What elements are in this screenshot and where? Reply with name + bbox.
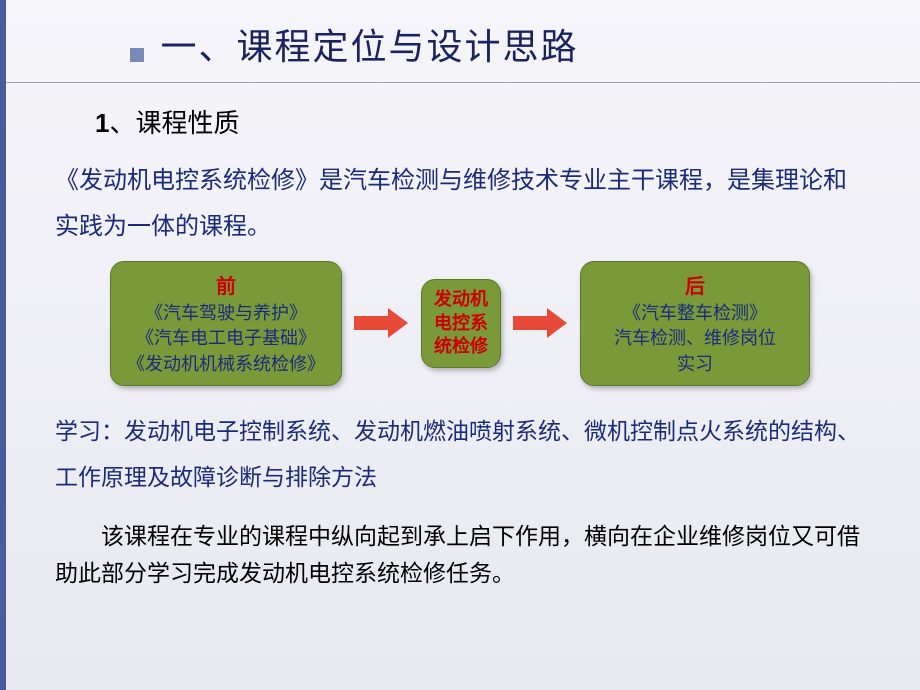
box-after-line3: 实习 [597,352,793,377]
main-title: 一、课程定位与设计思路 [160,26,578,67]
sub-heading-text: 、课程性质 [109,108,239,138]
title-bullet-icon [130,48,144,62]
diagram-box-after: 后 《汽车整车检测》 汽车检测、维修岗位 实习 [580,261,810,386]
diagram-box-before: 前 《汽车驾驶与养护》 《汽车电工电子基础》 《发动机机械系统检修》 [110,261,342,386]
left-border-stripe [0,0,6,690]
sub-heading: 1、课程性质 [95,103,865,140]
learn-paragraph: 学习：发动机电子控制系统、发动机燃油喷射系统、微机控制点火系统的结构、工作原理及… [55,408,865,500]
arrow-icon [513,308,568,338]
flow-diagram: 前 《汽车驾驶与养护》 《汽车电工电子基础》 《发动机机械系统检修》 发动机 电… [55,261,865,386]
box-after-line1: 《汽车整车检测》 [597,301,793,326]
content-area: 1、课程性质 《发动机电控系统检修》是汽车检测与维修技术专业主干课程，是集理论和… [0,83,920,591]
box-after-line2: 汽车检测、维修岗位 [597,326,793,351]
box-before-label: 前 [127,270,325,299]
intro-paragraph: 《发动机电控系统检修》是汽车检测与维修技术专业主干课程，是集理论和实践为一体的课… [55,158,865,249]
box-center-line3: 统检修 [434,335,488,358]
arrow-icon [354,308,409,338]
box-after-label: 后 [597,270,793,299]
box-before-line3: 《发动机机械系统检修》 [127,352,325,377]
box-center-line1: 发动机 [434,288,488,311]
title-area: 一、课程定位与设计思路 [0,0,920,83]
summary-paragraph: 该课程在专业的课程中纵向起到承上启下作用，横向在企业维修岗位又可借助此部分学习完… [55,518,865,592]
diagram-box-center: 发动机 电控系 统检修 [421,279,501,367]
box-before-line2: 《汽车电工电子基础》 [127,326,325,351]
box-before-line1: 《汽车驾驶与养护》 [127,301,325,326]
box-center-line2: 电控系 [434,312,488,335]
sub-heading-number: 1 [95,108,109,138]
